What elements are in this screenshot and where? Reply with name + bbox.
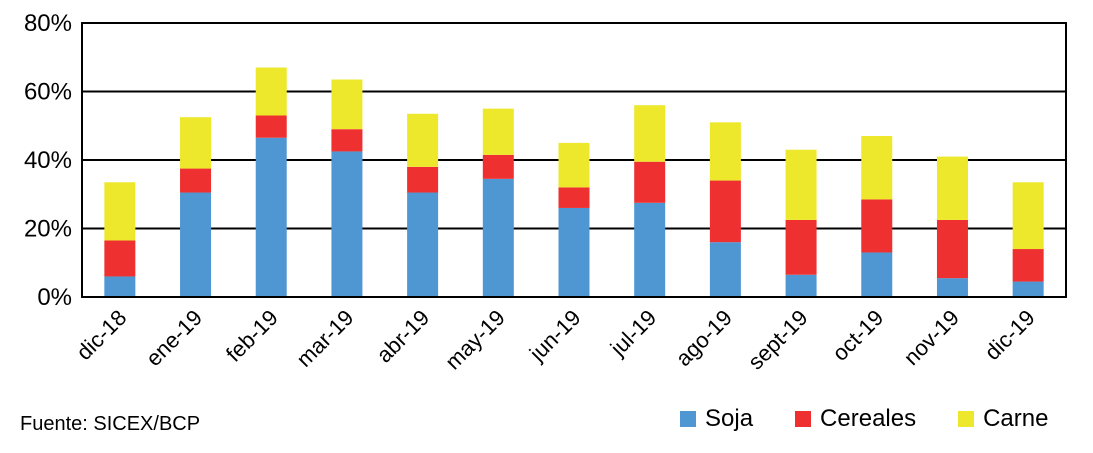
bar-segment-soja-dic-19: [1012, 281, 1044, 297]
x-axis-ticks: dic-18 ene-19 feb-19 mar-19 abr-19 may-19 jun-…: [71, 305, 1039, 375]
bar-segment-carne-dic-19: [1012, 182, 1044, 250]
bar-segment-carne-sept-19: [785, 149, 817, 220]
x-tick-label: sept-19: [743, 305, 813, 375]
bar-segment-cereales-abr-19: [407, 166, 439, 193]
bar-segment-carne-oct-19: [861, 136, 893, 200]
x-tick-label: jun-19: [524, 305, 586, 367]
bar-segment-cereales-ene-19: [180, 168, 212, 193]
bar-segment-cereales-jun-19: [558, 187, 590, 208]
bar-segment-soja-ago-19: [709, 242, 741, 297]
bar-segment-soja-dic-18: [104, 276, 136, 297]
x-tick-label: oct-19: [827, 305, 888, 366]
y-tick-label: 60%: [24, 79, 72, 106]
bar-segment-carne-mar-19: [331, 79, 363, 130]
bar-segment-carne-jun-19: [558, 142, 590, 188]
x-tick-label: ago-19: [671, 305, 737, 371]
bar-segment-soja-abr-19: [407, 192, 439, 297]
legend-label-carne: Carne: [983, 405, 1049, 432]
plot-area-frame: [81, 22, 1067, 298]
y-tick-label: 0%: [37, 284, 72, 311]
legend-label-soja: Soja: [705, 405, 754, 432]
x-tick-label: mar-19: [292, 305, 359, 372]
y-tick-label: 20%: [24, 216, 72, 243]
bar-segment-soja-oct-19: [861, 252, 893, 297]
legend-item-carne: Carne: [958, 405, 1048, 433]
legend-swatch-soja: [680, 411, 696, 427]
legend-swatch-cereales: [795, 411, 812, 427]
bar-segment-cereales-dic-19: [1012, 249, 1044, 282]
bars: [104, 67, 1044, 297]
bar-segment-soja-ene-19: [180, 192, 212, 297]
legend-swatch-carne: [958, 411, 975, 427]
legend-label-cereales: Cereales: [820, 405, 917, 432]
x-tick-label: jul-19: [605, 305, 661, 361]
bar-segment-cereales-ago-19: [709, 180, 741, 243]
bar-segment-cereales-jul-19: [634, 161, 666, 203]
x-tick-label: abr-19: [372, 305, 435, 368]
bar-segment-cereales-nov-19: [936, 219, 968, 279]
bar-segment-carne-feb-19: [255, 67, 287, 116]
bar-segment-carne-nov-19: [936, 156, 968, 220]
bar-segment-soja-sept-19: [785, 274, 817, 297]
bar-segment-carne-ago-19: [709, 122, 741, 181]
bar-segment-cereales-oct-19: [861, 199, 893, 253]
bar-segment-carne-abr-19: [407, 113, 439, 167]
bar-segment-carne-dic-18: [104, 182, 136, 241]
bar-segment-soja-may-19: [482, 178, 514, 297]
x-tick-label: ene-19: [141, 305, 207, 371]
x-tick-label: nov-19: [899, 305, 964, 370]
y-tick-label: 40%: [24, 147, 72, 174]
x-tick-label: dic-18: [71, 305, 131, 365]
bar-segment-soja-mar-19: [331, 151, 363, 297]
legend: Soja Cereales Carne: [680, 405, 1048, 433]
x-tick-label: may-19: [440, 305, 510, 375]
bar-segment-soja-nov-19: [936, 278, 968, 297]
bar-segment-cereales-may-19: [482, 154, 514, 179]
bar-segment-cereales-dic-18: [104, 240, 136, 277]
bar-segment-soja-jun-19: [558, 207, 590, 297]
x-tick-label: dic-19: [980, 305, 1040, 365]
bar-segment-cereales-sept-19: [785, 219, 817, 275]
bar-segment-carne-jul-19: [634, 105, 666, 162]
legend-item-cereales: Cereales: [795, 405, 916, 433]
x-tick-label: feb-19: [221, 305, 283, 367]
bar-segment-soja-jul-19: [634, 202, 666, 297]
bar-segment-cereales-feb-19: [255, 115, 287, 138]
bar-segment-soja-feb-19: [255, 137, 287, 297]
bar-segment-cereales-mar-19: [331, 129, 363, 152]
legend-item-soja: Soja: [680, 405, 753, 433]
bar-segment-carne-ene-19: [180, 117, 212, 169]
source-note: Fuente: SICEX/BCP: [20, 413, 201, 435]
y-axis-ticks: 0% 20% 40% 60% 80%: [24, 10, 72, 311]
bar-segment-carne-may-19: [482, 108, 514, 155]
y-tick-label: 80%: [24, 10, 72, 37]
